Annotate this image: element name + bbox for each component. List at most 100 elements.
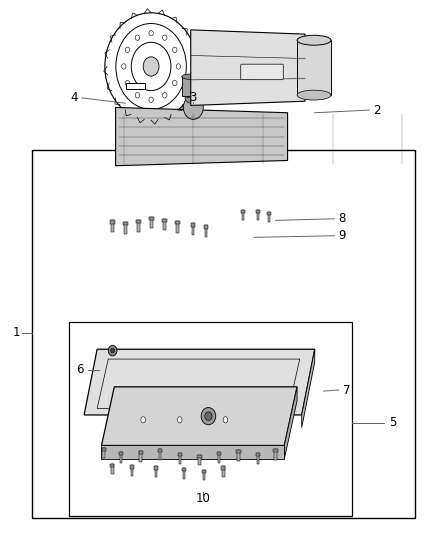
Bar	[163, 219, 166, 230]
Bar	[191, 223, 195, 227]
Bar	[149, 216, 154, 220]
Bar	[256, 211, 260, 213]
Ellipse shape	[111, 348, 115, 353]
Bar	[119, 452, 123, 455]
FancyBboxPatch shape	[241, 64, 283, 80]
Text: 4: 4	[70, 91, 78, 104]
Bar	[183, 468, 185, 479]
Bar	[257, 453, 259, 464]
Bar	[182, 77, 198, 96]
Bar	[297, 40, 331, 95]
Ellipse shape	[125, 80, 130, 86]
Bar	[237, 450, 241, 453]
Bar	[222, 466, 225, 477]
Bar	[221, 466, 226, 470]
Ellipse shape	[244, 71, 274, 101]
Bar	[32, 150, 415, 519]
Bar	[126, 83, 145, 90]
Ellipse shape	[201, 408, 216, 425]
Ellipse shape	[182, 74, 198, 79]
Bar	[155, 466, 157, 477]
Ellipse shape	[223, 417, 228, 423]
Bar	[242, 211, 244, 220]
Text: 6: 6	[77, 364, 84, 376]
Bar	[191, 223, 194, 235]
Bar	[175, 221, 180, 224]
Ellipse shape	[122, 64, 126, 69]
Polygon shape	[84, 349, 315, 415]
Bar	[201, 470, 206, 473]
Bar	[197, 455, 201, 458]
Text: 7: 7	[343, 384, 350, 397]
Bar	[136, 220, 141, 223]
Bar	[158, 449, 162, 452]
Ellipse shape	[173, 47, 177, 52]
Bar	[120, 452, 122, 463]
Bar	[179, 453, 181, 464]
Text: 10: 10	[195, 492, 210, 505]
Ellipse shape	[135, 93, 140, 98]
Ellipse shape	[149, 97, 153, 102]
Ellipse shape	[250, 76, 269, 96]
Ellipse shape	[184, 95, 203, 119]
Bar	[110, 220, 115, 224]
Bar	[198, 455, 201, 465]
Polygon shape	[116, 108, 288, 166]
Ellipse shape	[176, 64, 180, 69]
Bar	[177, 221, 179, 232]
Polygon shape	[102, 387, 297, 446]
Bar	[154, 466, 158, 470]
Bar	[162, 219, 167, 222]
Bar	[268, 212, 270, 222]
Polygon shape	[284, 387, 297, 459]
Bar	[139, 451, 142, 462]
Ellipse shape	[143, 57, 159, 76]
Text: 9: 9	[339, 229, 346, 242]
Bar	[218, 452, 220, 463]
Bar	[69, 322, 352, 516]
Bar	[182, 468, 186, 471]
Polygon shape	[302, 349, 315, 427]
Ellipse shape	[185, 92, 201, 104]
Ellipse shape	[297, 90, 331, 100]
Bar	[150, 216, 153, 228]
Ellipse shape	[135, 35, 140, 41]
Bar	[102, 448, 105, 458]
Bar	[205, 225, 207, 237]
Bar	[159, 449, 162, 459]
Bar	[256, 453, 260, 456]
Bar	[111, 220, 114, 232]
Bar	[241, 211, 245, 213]
Ellipse shape	[173, 80, 177, 86]
Polygon shape	[102, 446, 284, 459]
Text: 2: 2	[374, 103, 381, 117]
Bar	[273, 449, 278, 452]
Ellipse shape	[149, 30, 153, 36]
Ellipse shape	[254, 82, 265, 91]
Bar	[123, 222, 128, 225]
Ellipse shape	[162, 93, 167, 98]
Ellipse shape	[141, 417, 145, 423]
Bar	[131, 465, 133, 476]
Bar	[137, 220, 140, 231]
Text: 8: 8	[339, 212, 346, 225]
Bar	[203, 470, 205, 480]
Bar	[257, 211, 259, 220]
Bar	[130, 465, 134, 469]
Bar	[237, 450, 240, 461]
Ellipse shape	[297, 35, 331, 45]
Ellipse shape	[205, 412, 212, 421]
Text: 1: 1	[13, 326, 21, 340]
Ellipse shape	[108, 345, 117, 356]
Bar	[111, 464, 113, 474]
Bar	[124, 222, 127, 233]
Bar	[178, 453, 182, 456]
Ellipse shape	[177, 417, 182, 423]
Bar	[204, 225, 208, 229]
Text: 3: 3	[189, 91, 197, 104]
Bar	[267, 212, 271, 215]
Text: 5: 5	[389, 416, 396, 430]
Bar	[274, 449, 277, 459]
Ellipse shape	[162, 35, 167, 41]
Bar	[102, 448, 106, 451]
